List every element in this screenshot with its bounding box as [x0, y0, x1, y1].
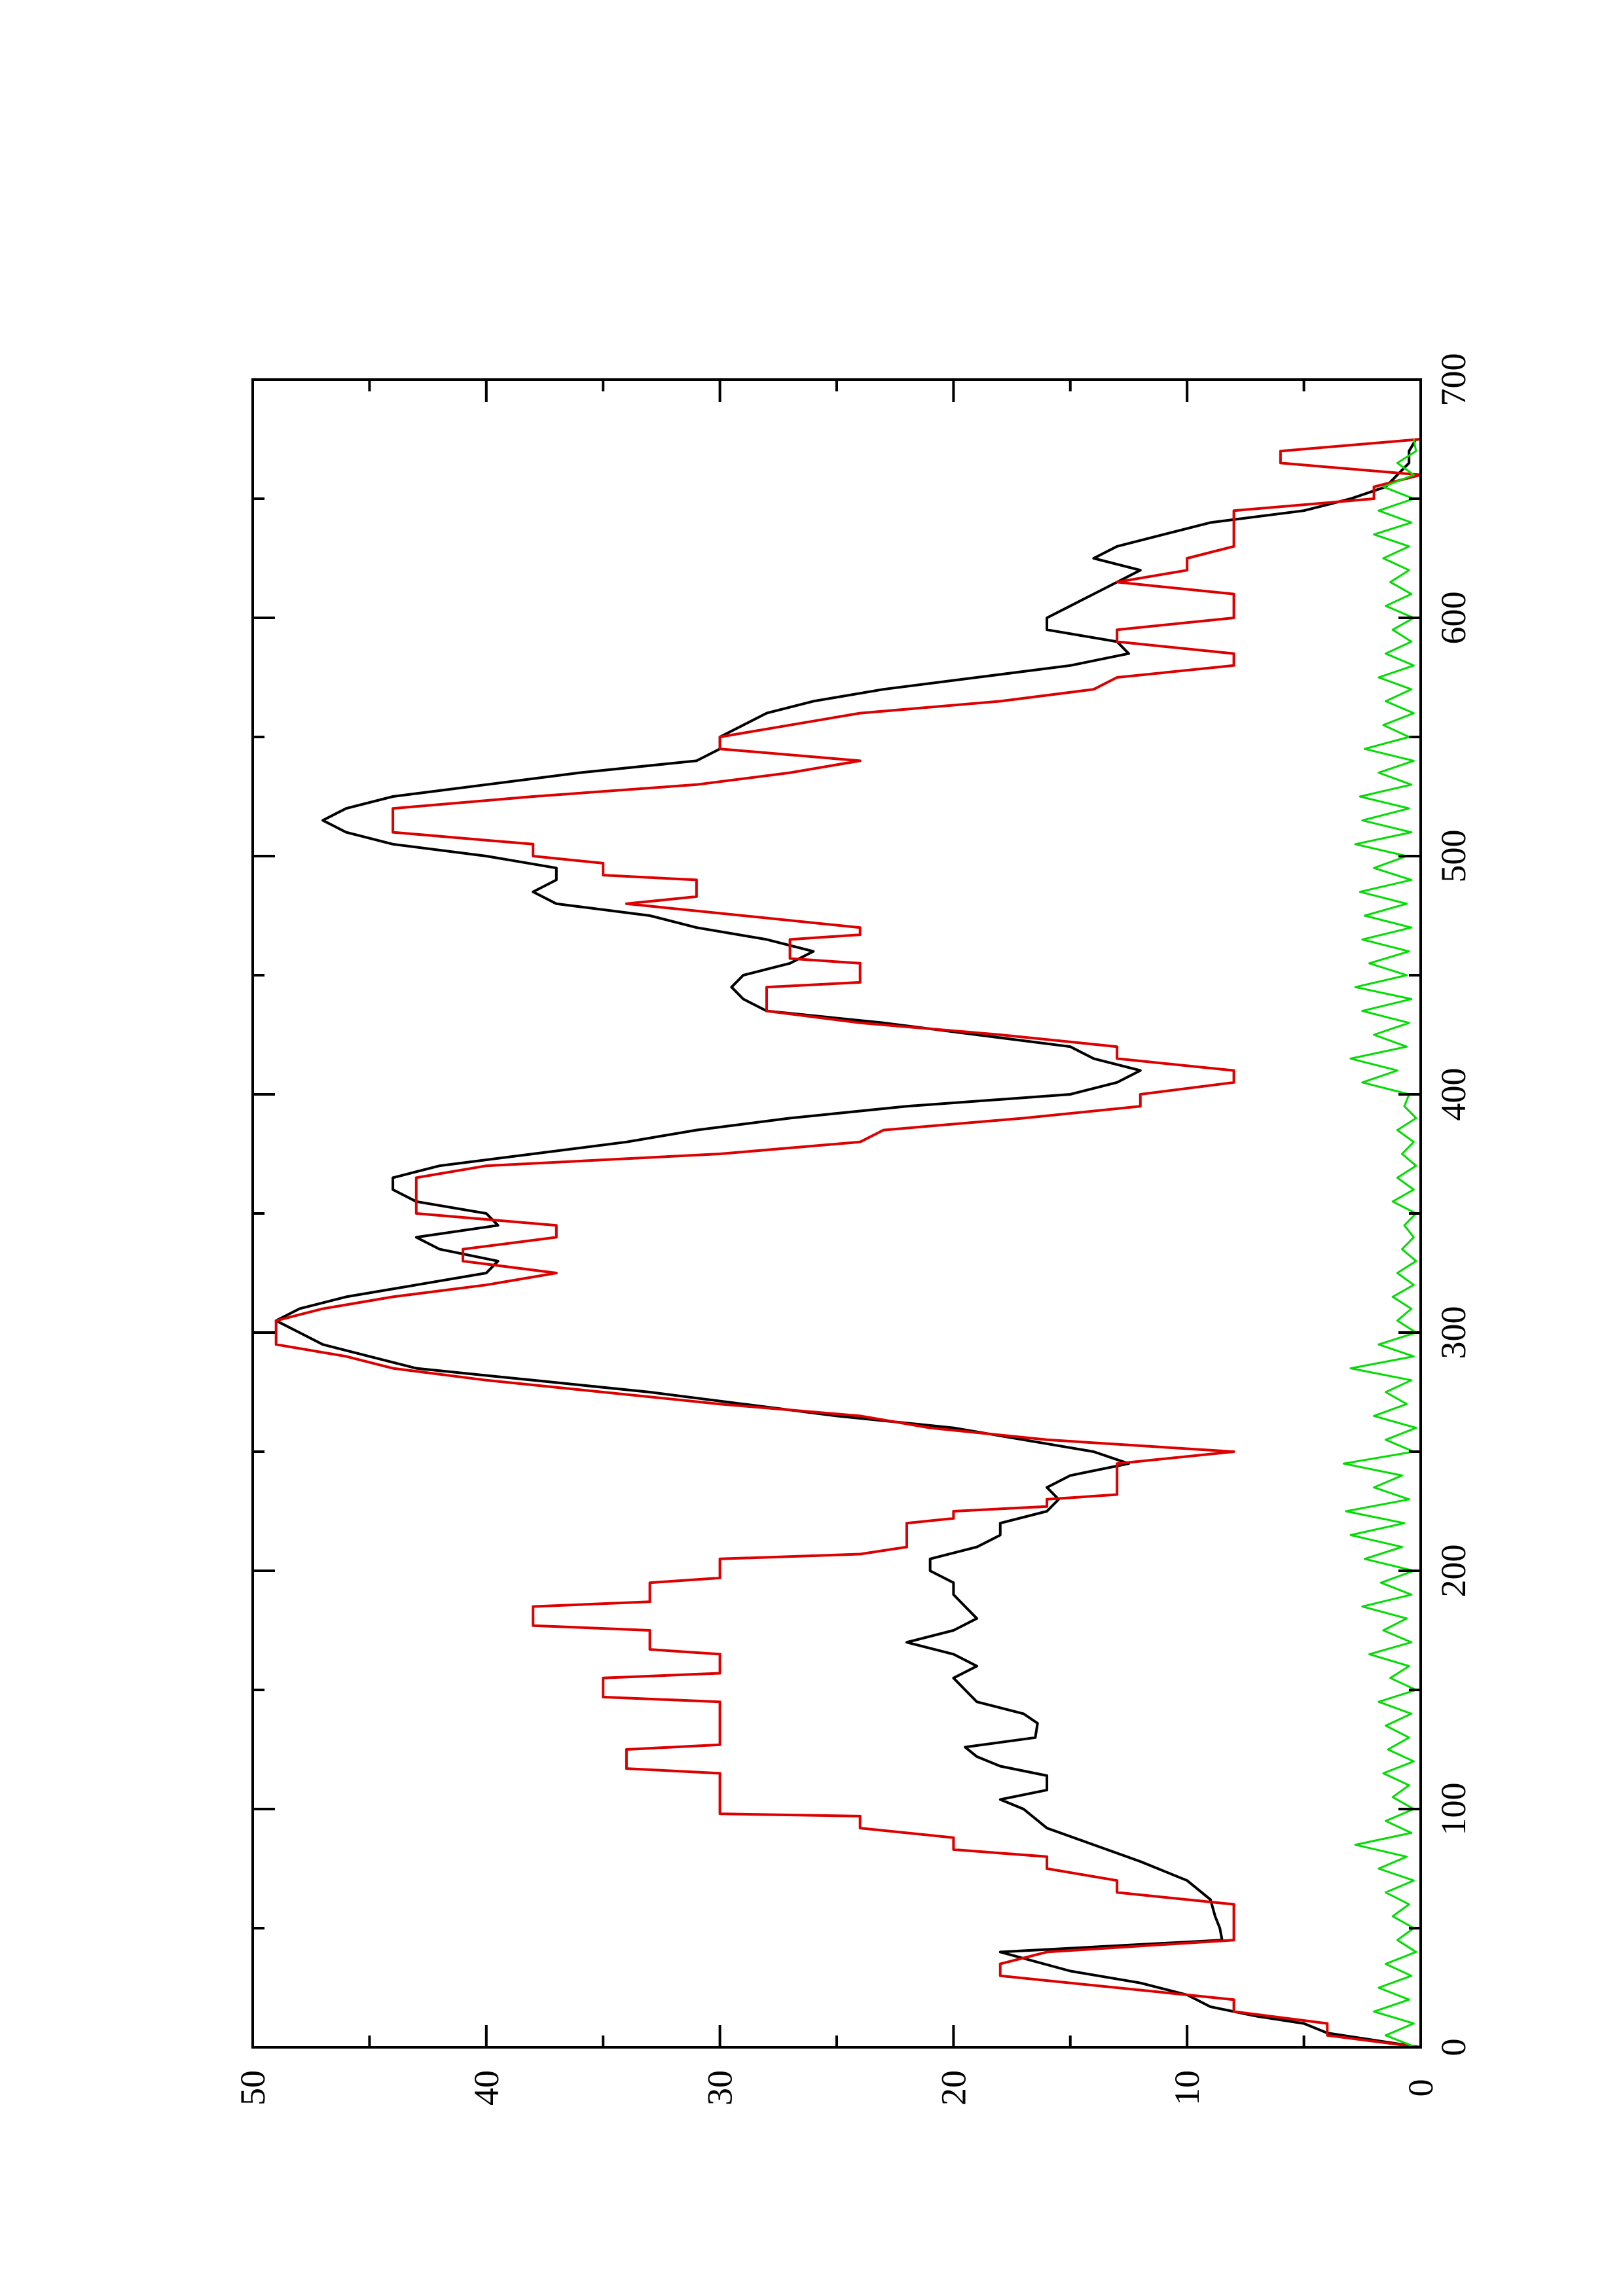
x-tick-label: 0: [1434, 2039, 1473, 2056]
x-tick-label: 400: [1434, 1068, 1473, 1121]
series-layer: [274, 438, 1422, 2049]
y-tick-label: 40: [467, 2070, 506, 2106]
y-tick-label: 10: [1167, 2070, 1207, 2106]
series-line-3: [1342, 439, 1417, 2049]
y-tick-label: 0: [1401, 2079, 1440, 2097]
x-tick-label: 500: [1434, 830, 1473, 883]
y-tick-label: 30: [701, 2070, 740, 2106]
x-tick-label: 700: [1434, 353, 1473, 406]
series-line-2: [274, 438, 1422, 2049]
x-tick-label: 200: [1434, 1545, 1473, 1598]
y-tick-label: 20: [934, 2070, 973, 2106]
ticks-layer: [251, 378, 1422, 2049]
x-tick-label: 300: [1434, 1306, 1473, 1359]
y-tick-label: 50: [233, 2070, 272, 2106]
x-tick-label: 100: [1434, 1783, 1473, 1836]
series-line-1: [274, 438, 1421, 2049]
tick-labels-layer: 0 100 200 300 400 500 600 700 0 10 20 30 40 50: [233, 353, 1473, 2106]
x-tick-label: 600: [1434, 592, 1473, 645]
